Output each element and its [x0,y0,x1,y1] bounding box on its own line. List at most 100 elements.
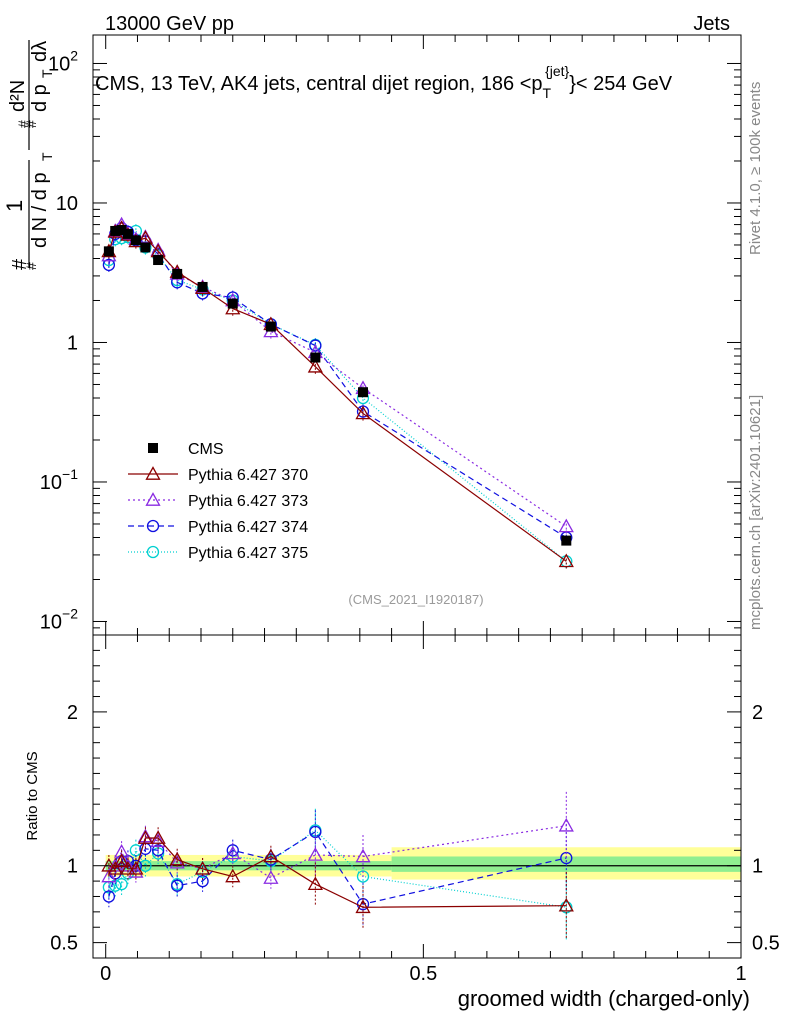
ylabel-right-den2: dλ [29,41,51,62]
ratio-y-tick-label: 1 [67,856,78,878]
ratio-point-p373 [558,817,574,832]
ratio-point-p370 [120,860,136,875]
ylabel-right-den-sub: T [39,69,55,78]
ratio-plot: 0.5 0.51 12 2 0 0.5 1 Ratio to CMS groomed wi… [24,35,780,1011]
ratio-series-p370 [101,827,574,940]
ratio-point-p374 [102,890,116,903]
ratio-line-p373 [108,825,567,879]
ratio-point-p370 [225,868,241,883]
main-point-p370 [307,358,323,373]
ratio-point-p375 [115,878,128,891]
ratio-point-p370 [263,848,279,863]
ratio-uncertainty-band [105,847,741,880]
main-point-cms [358,387,368,398]
x-axis-ticks: 0 0.5 1 [100,35,747,985]
ratio-line-p374 [108,831,567,905]
main-point-cms [116,225,127,236]
ratio-y-tick-label-right: 2 [752,702,763,724]
ylabel-right-hash-bot: # [23,120,39,128]
ratio-y-tick-label: 2 [67,702,78,724]
legend-label-cms: CMS [188,441,224,458]
main-point-cms [122,228,133,239]
main-point-cms [197,281,208,292]
ratio-point-p370 [194,860,211,875]
ratio-line-p370 [108,837,567,908]
ratio-point-p370 [137,830,154,844]
ylabel-right-num: d²N [7,80,29,112]
legend-label-p374: Pythia 6.427 374 [188,519,308,536]
ratio-band-inner [391,856,741,872]
ratio-y-tick-label-right: 1 [752,856,763,878]
ratio-point-p370 [107,860,123,875]
ratio-point-p370 [113,853,130,867]
plot-title: CMS, 13 TeV, AK4 jets, central dijet reg… [95,63,673,101]
mcplots-label: mcplots.cern.ch [arXiv:2401.10621] [747,395,764,630]
main-point-cms [227,298,238,309]
main-point-cms [561,535,572,546]
legend-marker-cms [148,443,158,453]
ratio-point-p370 [558,897,574,912]
main-point-cms [110,225,121,236]
ratio-y-tick-label: 0.5 [50,933,78,955]
ylabel-den-sub: T [39,152,55,161]
analysis-watermark: (CMS_2021_I1920187) [348,592,483,607]
main-point-p370 [558,553,574,568]
main-point-p370 [355,405,371,420]
header-category-label: Jets [693,13,730,35]
main-point-cms [103,246,114,257]
ylabel-right-den: d p [29,84,51,112]
ratio-point-p374 [171,879,184,892]
main-point-p373 [558,518,574,533]
x-axis-label: groomed width (charged-only) [458,986,750,1011]
ratio-point-p370 [169,851,185,866]
ratio-point-p373 [355,848,371,863]
legend-item-p374: Pythia 6.427 374 [128,519,308,536]
ratio-point-p370 [307,876,323,891]
ylabel-den-hash: # [23,262,39,270]
ratio-point-p370 [101,857,117,872]
ratio-y-ticks: 0.5 0.5 1 1 2 2 [50,649,780,955]
legend-item-p373: Pythia 6.427 373 [128,492,308,510]
main-series-group [101,216,574,570]
legend-item-p370: Pythia 6.427 370 [128,466,308,484]
ratio-series-group [101,791,574,942]
main-y-tick-label: 10−1 [40,466,78,494]
legend-marker-p373 [145,492,161,506]
legend-label-p375: Pythia 6.427 375 [188,545,308,562]
legend-label-p370: Pythia 6.427 370 [188,467,308,484]
ratio-point-p373 [101,868,117,883]
legend-item-cms: CMS [148,441,224,458]
ratio-point-p373 [150,833,166,847]
main-y-axis-label: # 1 # d N / d p T # d²N # d p T dλ [2,40,55,270]
x-tick-label: 1 [735,963,746,985]
legend: CMS Pythia 6.427 370 Pythia 6.427 373 Pythi… [128,441,308,562]
x-tick-label: 0.5 [409,963,437,985]
plot-title-sup: {jet} [545,63,569,79]
legend-marker-p370 [145,466,161,480]
plot-title-sub: T [543,85,552,101]
ratio-point-p370 [355,899,371,914]
ylabel-den: d N / d p [29,172,51,248]
ylabel-num-one: 1 [2,200,27,212]
legend-marker-p375 [146,545,160,559]
main-point-cms [310,352,321,363]
ratio-point-p373 [169,854,185,869]
plot-title-prefix: CMS, 13 TeV, AK4 jets, central dijet reg… [95,73,543,95]
main-y-tick-label: 10−2 [40,605,78,633]
ratio-point-p373 [307,847,323,861]
ratio-point-p373 [225,845,241,860]
x-tick-label: 0 [100,963,111,985]
main-y-tick-label: 102 [48,47,78,75]
rivet-version-label: Rivet 4.1.0, ≥ 100k events [747,82,764,255]
main-plot: 10−2 10−1 1 10 102 CMS, 13 TeV, AK4 jets, ce… [2,34,742,636]
plot-title-suffix: }< 254 GeV [569,73,673,95]
main-point-cms [153,255,164,266]
main-y-tick-label: 10 [56,193,78,215]
main-point-cms [130,235,141,246]
legend-marker-p374 [146,519,160,533]
ratio-plot-frame [92,634,742,959]
ratio-y-tick-label-right: 0.5 [752,933,780,955]
header-collision-label: 13000 GeV pp [105,13,234,35]
ratio-point-p374 [309,825,322,839]
